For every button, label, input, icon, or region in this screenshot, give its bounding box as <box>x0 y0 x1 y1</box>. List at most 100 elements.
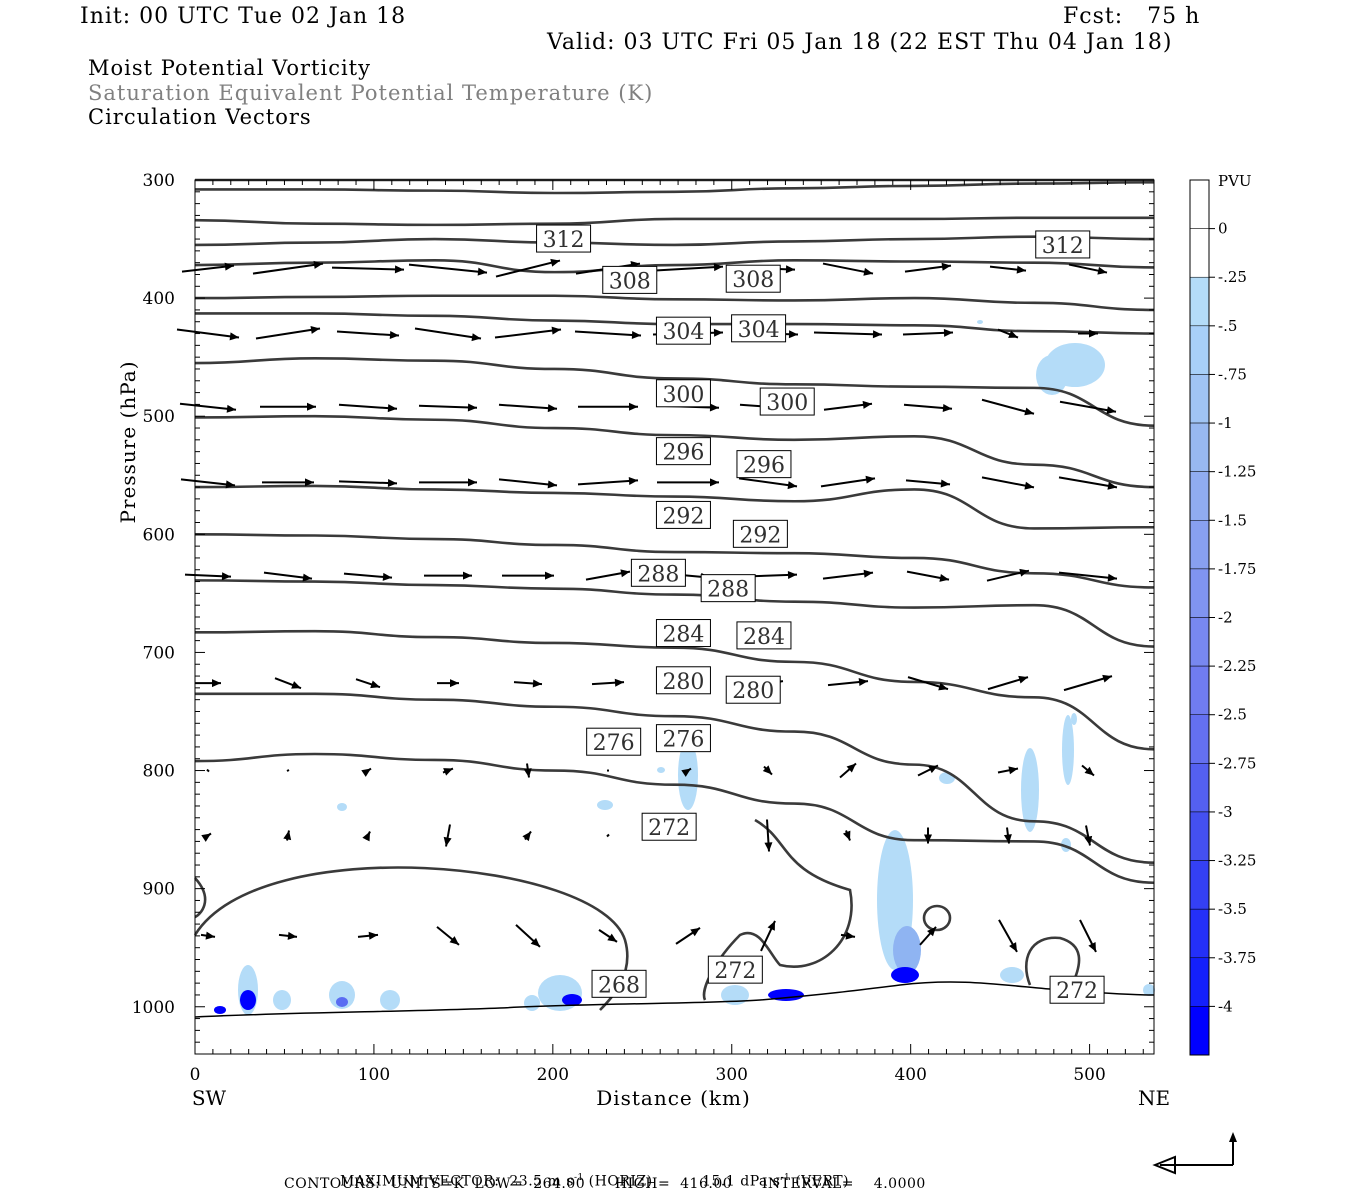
field-title-vectors: Circulation Vectors <box>88 105 312 129</box>
vector-arrowhead <box>1024 407 1034 416</box>
circulation-vector <box>252 262 324 275</box>
colorbar-segment <box>1189 520 1210 570</box>
vector-arrowhead <box>550 258 560 267</box>
circulation-vector <box>1059 400 1117 413</box>
circulation-vector <box>286 769 290 772</box>
vector-arrowhead <box>1016 265 1026 274</box>
colorbar-segment <box>1189 1006 1210 1056</box>
vector-arrowhead <box>938 682 948 691</box>
colorbar-tick-label: -2.75 <box>1218 754 1256 772</box>
footer-horiz-tag: (HORIZ) <box>588 1173 653 1190</box>
contour-label-box <box>655 437 711 466</box>
colorbar-segment <box>1189 471 1210 521</box>
vector-arrowhead <box>631 331 641 339</box>
vector-arrowhead <box>394 265 404 274</box>
vector-arrowhead <box>845 931 855 940</box>
footer-vert-tag: (VERT) <box>795 1173 850 1190</box>
colorbar-segment <box>1189 957 1210 1007</box>
contour-label: 288 <box>637 562 679 587</box>
vector-arrowhead <box>865 475 875 484</box>
vector-arrowhead <box>225 480 235 489</box>
contour-label: 276 <box>662 728 704 753</box>
y-tick-label: 400 <box>143 289 175 309</box>
colorbar-tick-label: -2 <box>1218 609 1233 627</box>
plot-frame <box>194 179 1155 1055</box>
vector-arrowhead <box>382 572 392 581</box>
contour-label-box <box>736 450 792 479</box>
vector-arrowhead <box>787 570 797 579</box>
contour-label-box <box>707 955 763 984</box>
vector-arrowhead <box>1008 330 1018 338</box>
contour-label: 284 <box>662 623 704 648</box>
pv-region <box>678 740 698 810</box>
circulation-vector <box>494 328 562 339</box>
contour-label: 288 <box>707 578 749 603</box>
vector-arrowhead <box>368 931 378 940</box>
vector-arrowhead <box>690 927 700 937</box>
colorbar-tick-label: -.75 <box>1218 365 1247 383</box>
ne-end-label: NE <box>1138 1086 1170 1110</box>
vector-arrowhead <box>846 763 856 773</box>
contour-label-box <box>655 379 711 408</box>
reference-arrowhead <box>1229 1132 1237 1142</box>
vector-arrowhead <box>785 265 795 274</box>
contour-label: 308 <box>732 268 774 293</box>
contour-label-box <box>536 224 592 253</box>
colorbar-segment <box>1189 179 1210 229</box>
circulation-vector <box>336 330 400 337</box>
vector-arrowhead <box>522 831 531 842</box>
vector-arrowhead <box>614 678 624 687</box>
circulation-vector <box>820 477 876 488</box>
contour-label-box <box>602 265 658 294</box>
vector-arrowhead <box>928 765 938 774</box>
vector-arrowhead <box>628 476 638 485</box>
vector-arrowhead <box>863 267 873 276</box>
footer-max-horiz: 23.5 m s <box>509 1173 574 1190</box>
vector-arrowhead <box>1107 573 1117 582</box>
y-tick-label: 800 <box>143 762 175 782</box>
pv-region <box>380 990 400 1010</box>
theta-e-contour <box>194 484 1155 530</box>
vector-arrowhead <box>477 267 487 276</box>
contour-label: 276 <box>593 731 635 756</box>
vector-arrowhead <box>201 833 211 842</box>
pv-region <box>891 967 919 983</box>
vector-arrowhead <box>681 768 691 777</box>
contour-label: 312 <box>543 228 585 253</box>
pv-region <box>721 985 749 1005</box>
contour-label-box <box>700 574 756 603</box>
circulation-vector <box>1058 571 1118 580</box>
vector-arrowhead <box>629 402 638 411</box>
vector-arrowhead <box>1089 329 1098 338</box>
vector-arrowhead <box>291 681 301 689</box>
field-title-mpv: Moist Potential Vorticity <box>88 56 371 80</box>
pv-region <box>524 995 540 1011</box>
pv-region <box>1062 715 1074 785</box>
vector-arrowhead <box>467 403 477 412</box>
contour-label-box <box>1049 975 1105 1004</box>
colorbar-segment <box>1189 763 1210 813</box>
colorbar-unit: PVU <box>1218 172 1252 190</box>
contour-label: 280 <box>732 679 774 704</box>
vector-arrowhead <box>607 933 617 942</box>
circulation-vector <box>418 404 478 409</box>
colorbar-segment <box>1189 665 1210 715</box>
init-time: Init: 00 UTC Tue 02 Jan 18 <box>80 4 407 29</box>
valid-time: Valid: 03 UTC Fri 05 Jan 18 (22 EST Thu … <box>547 30 1173 55</box>
colorbar-tick-label: -1 <box>1218 414 1233 432</box>
vector-arrowhead <box>858 678 868 687</box>
vector-arrowhead <box>287 931 297 940</box>
vector-arrowhead <box>545 571 554 580</box>
contour-label-box <box>725 675 781 704</box>
pv-region <box>329 981 355 1009</box>
theta-e-contour <box>194 294 1155 312</box>
colorbar-tick-label: -1.25 <box>1218 463 1256 481</box>
vector-arrowhead <box>450 679 459 688</box>
vector-arrowhead <box>941 262 951 271</box>
vector-arrowhead <box>942 404 952 413</box>
vector-arrowhead <box>1019 568 1029 577</box>
reference-arrowhead <box>1152 1155 1176 1175</box>
contour-label: 296 <box>662 441 704 466</box>
colorbar-tick-label: -4 <box>1218 997 1233 1015</box>
